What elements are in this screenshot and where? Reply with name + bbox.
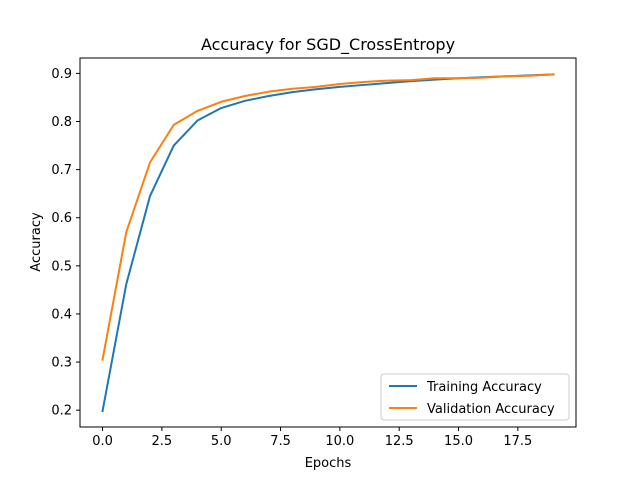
y-tick-label: 0.5 [51,259,72,274]
legend-label-training-accuracy: Training Accuracy [426,380,542,395]
y-tick-label: 0.9 [51,67,72,82]
y-tick-label: 0.4 [51,307,72,322]
x-tick-label: 0.0 [92,434,113,449]
plot-frame [79,57,577,428]
x-axis: 0.0 2.5 5.0 7.5 10.0 12.5 15.0 17.5 [92,427,532,449]
plot-area [79,57,577,428]
y-tick-label: 0.2 [51,404,72,419]
y-tick-label: 0.7 [51,163,72,178]
x-axis-title: Epochs [305,456,352,471]
y-axis-title: Accuracy [29,212,44,272]
x-tick-label: 10.0 [325,434,354,449]
x-tick-label: 2.5 [152,434,173,449]
legend-label-validation-accuracy: Validation Accuracy [427,402,555,417]
x-tick-label: 17.5 [503,434,532,449]
legend: Training Accuracy Validation Accuracy [380,373,570,421]
legend-box [380,373,570,421]
y-tick-label: 0.6 [51,211,72,226]
chart-title: Accuracy for SGD_CrossEntropy [201,35,455,55]
x-tick-label: 15.0 [444,434,473,449]
y-tick-label: 0.3 [51,356,72,371]
x-tick-label: 7.5 [270,434,291,449]
x-tick-label: 5.0 [211,434,232,449]
x-tick-label: 12.5 [385,434,414,449]
series-line-validation-accuracy [101,73,555,361]
series-layer [101,73,555,413]
y-tick-label: 0.8 [51,115,72,130]
y-axis: 0.2 0.3 0.4 0.5 0.6 0.7 0.8 0.9 [51,67,80,419]
